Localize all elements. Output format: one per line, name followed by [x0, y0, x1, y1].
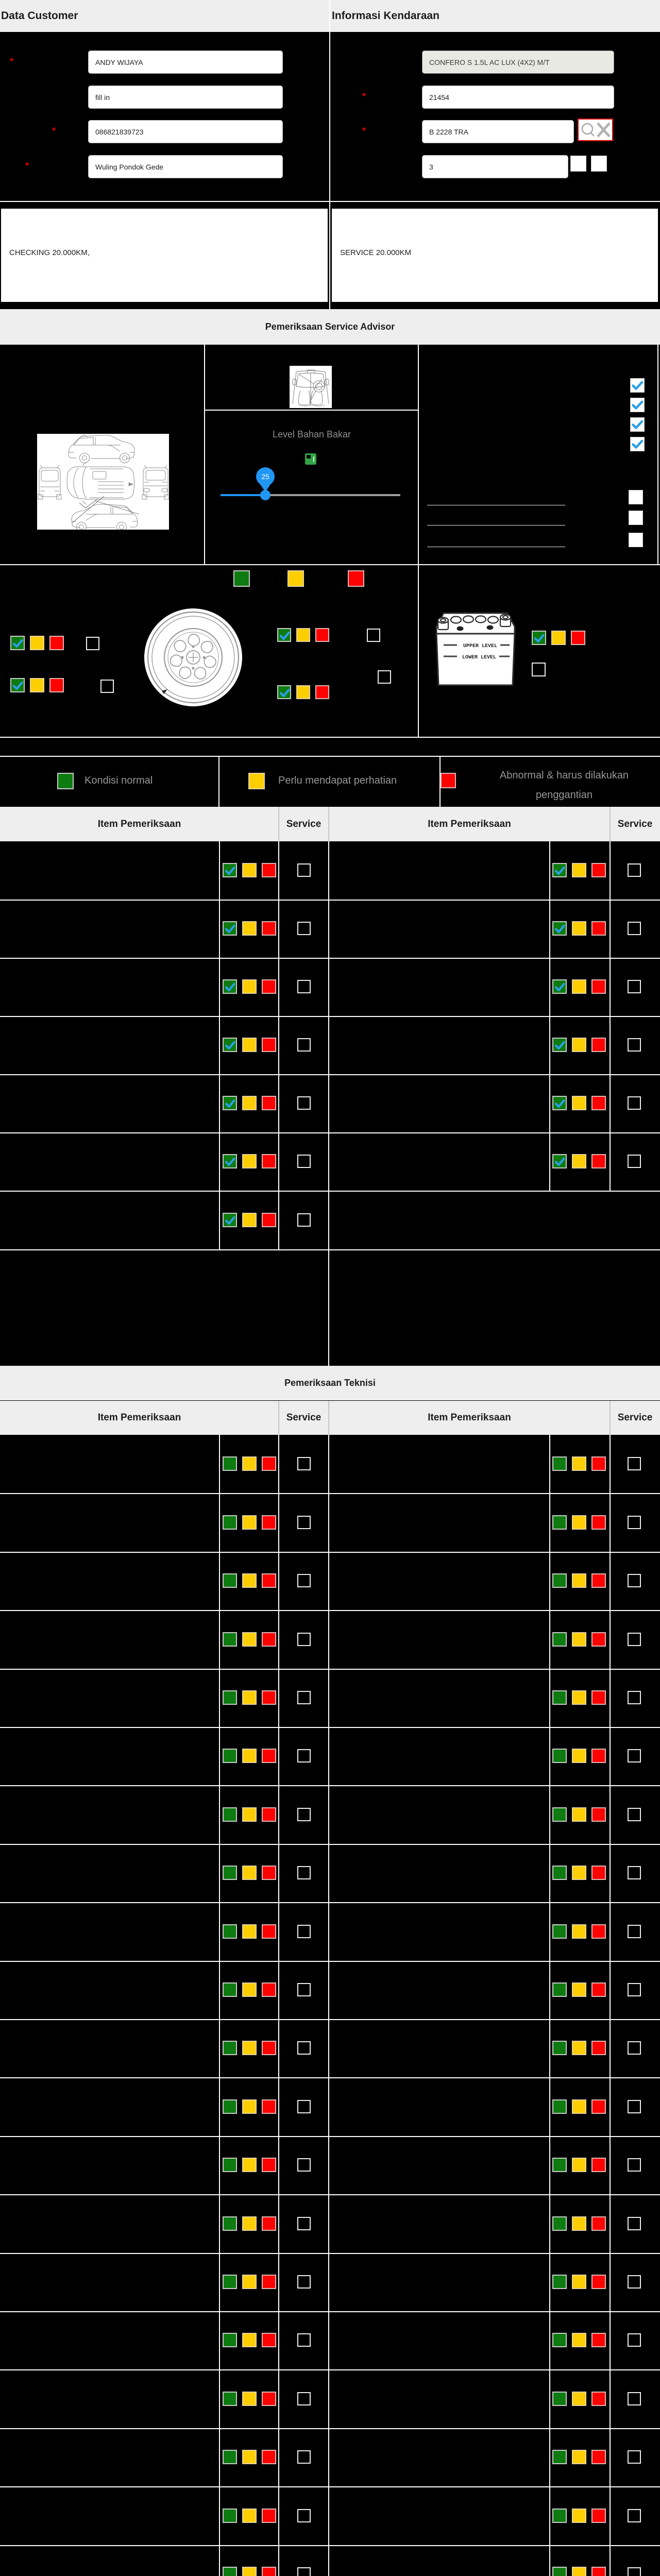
svg-text:UPPER LEVEL: UPPER LEVEL	[463, 643, 497, 649]
svg-text:LOWER LEVEL: LOWER LEVEL	[462, 655, 496, 660]
